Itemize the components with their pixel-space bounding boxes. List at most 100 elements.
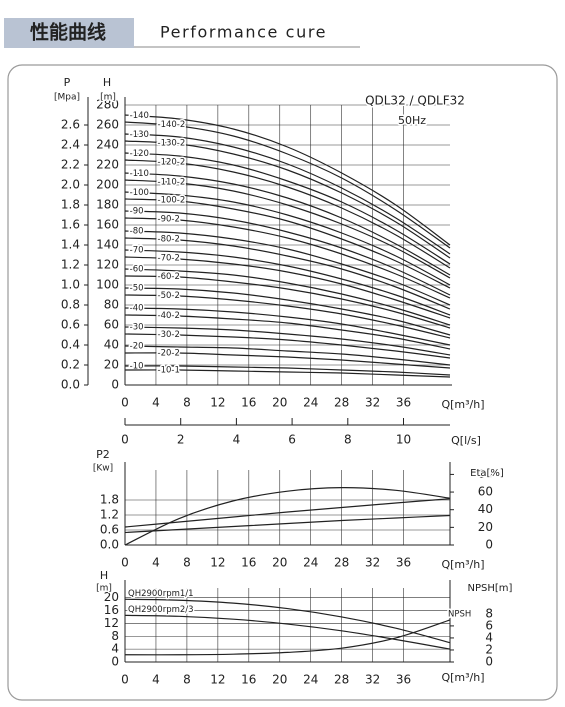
y-tick-label: 220 (96, 158, 119, 172)
series-line (124, 217, 451, 299)
title: QDL32 / QDLF32 (365, 94, 465, 108)
y-tick-label: 160 (96, 218, 119, 232)
x-tick-label: 20 (272, 396, 287, 410)
x2-tick-label: 6 (288, 433, 296, 447)
y2-tick-label: 40 (478, 502, 493, 516)
series-label: -10-1 (158, 366, 180, 376)
y2-tick-label: 1.8 (61, 198, 80, 212)
series-label: -90-2 (158, 215, 180, 225)
series-label: -100 (130, 188, 149, 198)
series-line (124, 230, 451, 306)
x-tick-label: 4 (152, 396, 160, 410)
series-label: -110-2 (158, 177, 186, 187)
series-label: -120 (130, 149, 149, 159)
x-tick-label: 36 (396, 396, 411, 410)
y-tick-label: 1.2 (100, 508, 119, 522)
y-tick-label: 0 (111, 655, 119, 669)
series-line (124, 114, 451, 246)
y-tick-label: 1.8 (100, 493, 119, 507)
series-line (124, 152, 451, 265)
series-label: -70-2 (158, 254, 180, 264)
y-tick-label: 260 (96, 118, 119, 132)
y-tick-label: 120 (96, 258, 119, 272)
series-label: -50 (130, 284, 144, 294)
y2-tick-label: 0.8 (61, 298, 80, 312)
y2-tick-label: 0.6 (61, 318, 80, 332)
series-line (124, 307, 451, 346)
y-tick-label: 8 (111, 629, 119, 643)
series-label: -100-2 (158, 196, 186, 206)
x-tick-label: 20 (272, 673, 287, 687)
y2-tick-label: 80 (478, 467, 493, 481)
series-line (124, 326, 451, 356)
header-subtitle: Performance cure (160, 23, 327, 42)
x-label: Q[m³/h] (441, 671, 484, 684)
y2-tick-label: 1.4 (61, 238, 80, 252)
y-tick-label: 4 (111, 642, 119, 656)
series-label: -110 (130, 169, 149, 179)
series-line (124, 333, 451, 359)
y2-tick-label: 1.2 (61, 258, 80, 272)
x-tick-label: 0 (121, 396, 129, 410)
y2-tick-label: 1.0 (61, 278, 80, 292)
x-tick-label: 32 (365, 556, 380, 570)
panel-frame (7, 64, 558, 701)
x-tick-label: 12 (210, 673, 225, 687)
y2-tick-label: 4 (485, 630, 493, 644)
x-tick-label: 24 (303, 673, 318, 687)
y2-tick-label: 60 (478, 485, 493, 499)
series-line (124, 198, 451, 289)
x-tick-label: 12 (210, 556, 225, 570)
y2-tick-label: 2.6 (61, 118, 80, 132)
y-tick-label: 140 (96, 238, 119, 252)
series-line (124, 498, 451, 528)
series-label: -20 (130, 342, 144, 352)
series-line (124, 365, 451, 376)
x-tick-label: 28 (334, 396, 349, 410)
series-label: -60 (130, 265, 144, 275)
y2-tick-label: 1.6 (61, 218, 80, 232)
y2-label: NPSH[m] (468, 583, 513, 594)
y-tick-label: 100 (96, 278, 119, 292)
y2-tick-label: 2.4 (61, 138, 80, 152)
y-tick-label: 180 (96, 198, 119, 212)
x-tick-label: 8 (183, 556, 191, 570)
series-line (124, 133, 451, 255)
series-line (124, 598, 451, 644)
series-label: -60-2 (158, 272, 180, 282)
series-label: NPSH (448, 609, 471, 619)
y2-tick-label: 2.2 (61, 158, 80, 172)
y-tick-label: 60 (104, 318, 119, 332)
x-label: Q[m³/h] (441, 398, 484, 411)
y-tick-label: 16 (104, 603, 119, 617)
x-tick-label: 32 (365, 673, 380, 687)
y-tick-label: 0.6 (100, 523, 119, 537)
series-line (124, 159, 451, 269)
y-tick-label: 280 (96, 98, 119, 112)
y2-tick-label: 2.0 (61, 178, 80, 192)
x-tick-label: 8 (183, 673, 191, 687)
y2-tick-label: 2 (485, 642, 493, 656)
series-label: -30 (130, 323, 144, 333)
y2-tick-label: 8 (485, 606, 493, 620)
series-line (124, 210, 451, 296)
y-unit: [m] (96, 584, 112, 594)
y-unit: [Kw] (93, 464, 113, 474)
x2-tick-label: 4 (233, 433, 241, 447)
series-label: QH2900rpm2/3 (128, 605, 194, 615)
y-tick-label: 0.0 (100, 538, 119, 552)
y-tick-label: 20 (104, 590, 119, 604)
y-tick-label: 40 (104, 338, 119, 352)
series-line (124, 140, 451, 259)
series-label: -120-2 (158, 157, 186, 167)
x-tick-label: 16 (241, 556, 256, 570)
x-tick-label: 4 (152, 673, 160, 687)
series-line (124, 268, 451, 326)
series-label: -70 (130, 246, 144, 256)
x-tick-label: 4 (152, 556, 160, 570)
x-tick-label: 0 (121, 673, 129, 687)
y-tick-label: 20 (104, 358, 119, 372)
y-label: H (100, 569, 108, 582)
x2-tick-label: 10 (396, 433, 411, 447)
series-line (124, 249, 451, 316)
